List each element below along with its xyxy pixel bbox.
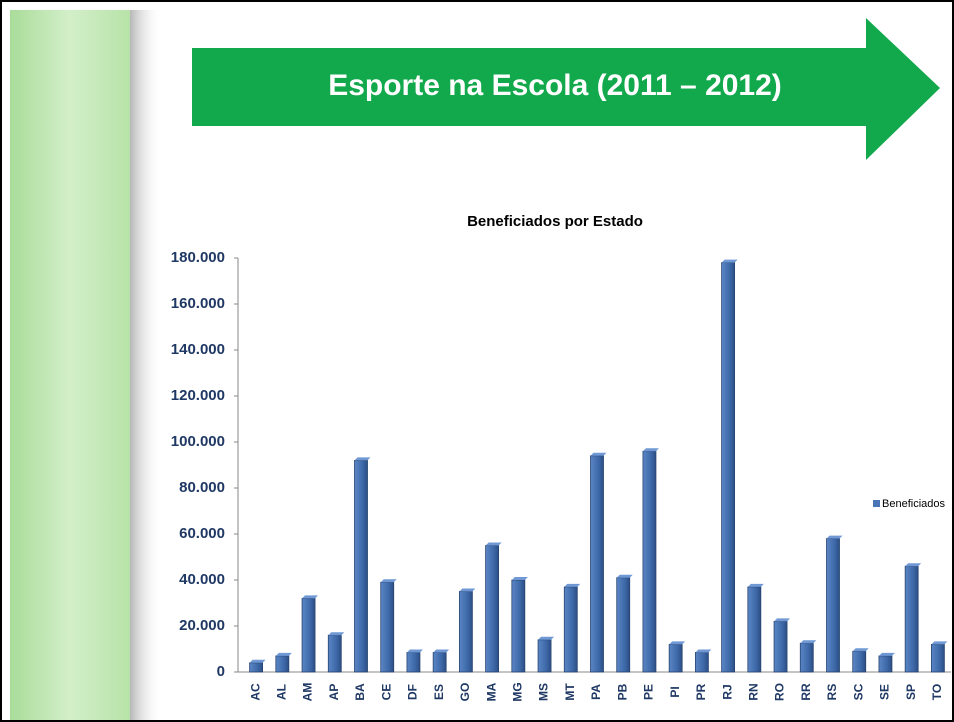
x-tick-label: RS [825,684,839,701]
bar [616,577,631,673]
bar-top [616,574,633,578]
bar [852,650,867,673]
x-tick-label: TO [930,684,944,700]
bar [537,639,552,673]
x-tick-label: AP [327,684,341,701]
bar-top [774,618,791,622]
x-tick-label: RN [747,683,761,700]
bar [904,565,919,673]
bar-top [878,652,895,656]
bar [485,545,500,673]
bar-top [406,649,423,653]
x-tick-label: AL [275,684,289,700]
bar [249,662,264,673]
x-tick-label: PI [668,686,682,697]
bar [458,591,473,673]
bar-top [302,595,319,599]
x-tick-label: AC [248,683,262,701]
side-bar [10,10,130,720]
x-tick-label: SP [904,684,918,700]
x-tick-label: SC [851,683,865,700]
bar [354,459,368,673]
x-tick-label: GO [458,683,472,702]
x-tick-label: RJ [720,684,734,699]
bar [563,586,578,673]
x-tick-label: PE [642,684,656,700]
bar [406,652,421,673]
y-tick-label: 160.000 [171,295,225,312]
bar [275,655,290,673]
y-tick-label: 180.000 [171,249,225,266]
legend-swatch [873,500,880,507]
bar-top [564,583,581,587]
bar-top [826,535,843,539]
bar [432,652,447,673]
x-tick-label: DF [406,684,420,700]
bar [878,655,893,673]
side-shadow [130,10,162,720]
x-tick-label: CE [379,684,393,701]
y-tick-label: 100.000 [171,433,225,450]
bar-top [459,588,476,592]
bar-top [721,259,738,263]
x-tick-label: MG [511,682,525,701]
y-tick-label: 140.000 [171,341,225,358]
bar-top [931,641,948,645]
bar-top [249,659,266,663]
bar-top [905,563,922,567]
bar [511,579,526,673]
bar [930,644,945,673]
bar [301,598,316,673]
bar [668,644,683,673]
y-tick-label: 20.000 [179,617,225,634]
bar [380,581,395,673]
bar [590,455,604,673]
x-tick-label: MA [484,682,498,701]
bar [826,538,840,673]
x-tick-label: MT [563,683,577,701]
bar [694,652,709,673]
bar [327,634,342,673]
bar-top [538,636,555,640]
bar-top [669,641,686,645]
x-tick-label: PA [589,684,603,700]
x-tick-label: RO [773,683,787,701]
bar-top [354,457,371,461]
y-tick-label: 120.000 [171,387,225,404]
bar-top [380,579,397,583]
bar-top [328,632,345,636]
x-tick-label: BA [353,683,367,701]
bar-top [800,640,817,644]
x-tick-label: MS [537,683,551,701]
legend-label: Beneficiados [882,498,945,510]
bar [799,642,814,673]
bar-top [275,652,292,656]
bar [747,586,762,673]
bar-top [485,542,502,546]
x-tick-label: SE [878,684,892,700]
x-tick-label: ES [432,684,446,700]
y-tick-label: 80.000 [179,479,225,496]
bar [773,621,788,673]
y-tick-label: 60.000 [179,525,225,542]
bar-top [695,649,712,653]
x-tick-label: PR [694,683,708,700]
x-tick-label: RR [799,683,813,701]
bar-top [511,577,528,580]
bar [642,450,657,673]
bar [721,262,736,673]
title-arrow [192,18,940,160]
bar-top [433,649,450,653]
x-tick-label: AM [301,683,315,702]
bar-top [747,583,764,587]
bar-top [590,452,607,456]
slide-title: Esporte na Escola (2011 – 2012) [328,69,782,102]
bar-top [852,648,869,652]
chart-title: Beneficiados por Estado [467,213,643,230]
x-tick-label: PB [615,683,629,700]
bar-top [642,448,659,452]
y-tick-label: 40.000 [179,571,225,588]
y-tick-label: 0 [217,663,225,680]
